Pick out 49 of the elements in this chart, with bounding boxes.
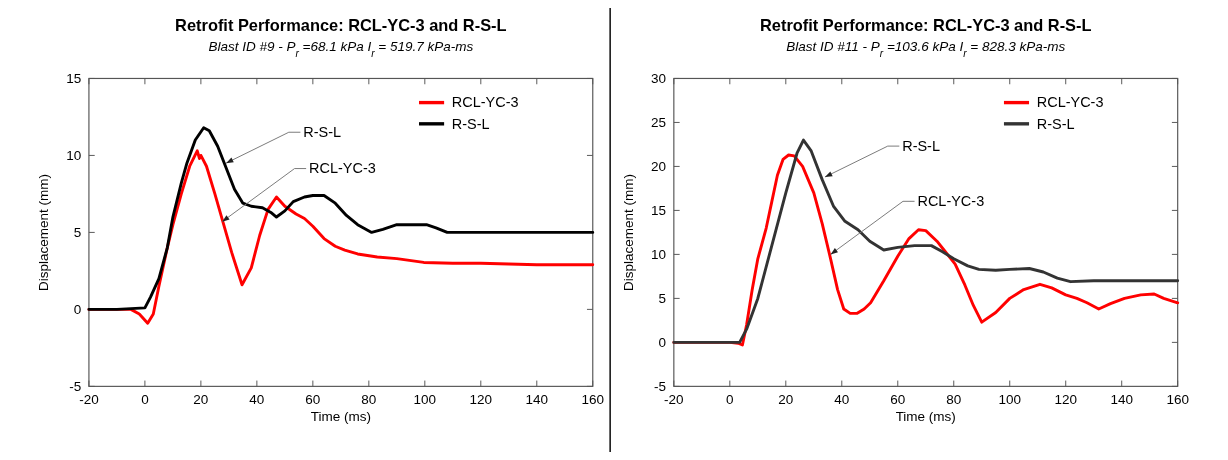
annotation: RCL-YC-3 <box>309 160 376 177</box>
y-tick-label: 5 <box>658 291 667 307</box>
x-tick-label: -20 <box>664 391 684 407</box>
x-tick-label: 60 <box>890 391 906 407</box>
x-tick-label: 160 <box>581 391 605 407</box>
annotation: R-S-L <box>303 124 342 141</box>
x-tick-label: 100 <box>413 391 437 407</box>
x-tick-label: -20 <box>79 391 99 407</box>
y-tick-label: -5 <box>654 379 667 395</box>
x-tick-label: 160 <box>1166 391 1189 407</box>
x-tick-label: 140 <box>1110 391 1133 407</box>
chart-subtitle: Blast ID #9 - P$_{r}$ =68.1 kPa I$_{r}$ = 519.7 kPa-ms <box>208 39 474 59</box>
x-axis-title: Time (ms) <box>895 409 956 425</box>
y-tick-label: 5 <box>73 225 82 241</box>
x-tick-label: 100 <box>998 391 1021 407</box>
annotation: RCL-YC-3 <box>917 193 985 210</box>
chart-title: Retrofit Performance: RCL-YC-3 and R-S-L <box>760 16 1092 35</box>
annotation: R-S-L <box>902 137 941 154</box>
y-tick-label: 10 <box>651 247 667 263</box>
x-tick-label: 40 <box>249 391 265 407</box>
legend-label: RCL-YC-3 <box>451 94 519 111</box>
x-tick-label: 140 <box>525 391 549 407</box>
x-tick-label: 0 <box>726 391 734 407</box>
y-axis-title: Displacement (mm) <box>621 173 637 291</box>
chart-title: Retrofit Performance: RCL-YC-3 and R-S-L <box>175 16 507 35</box>
y-tick-label: 15 <box>66 71 82 87</box>
x-tick-label: 40 <box>834 391 850 407</box>
y-axis-title: Displacement (mm) <box>36 173 52 291</box>
chart-subtitle: Blast ID #11 - P$_{r}$ =103.6 kPa I$_{r}$ = 828.3 kPa-ms <box>786 39 1066 59</box>
legend-label: R-S-L <box>451 115 490 132</box>
y-tick-label: -5 <box>69 379 82 395</box>
y-tick-label: 10 <box>66 148 82 164</box>
x-tick-label: 120 <box>469 391 493 407</box>
y-tick-label: 30 <box>651 71 667 87</box>
y-tick-label: 0 <box>73 302 82 318</box>
x-tick-label: 120 <box>1054 391 1077 407</box>
y-tick-label: 0 <box>658 335 667 351</box>
x-tick-label: 20 <box>193 391 209 407</box>
x-tick-label: 60 <box>305 391 321 407</box>
x-tick-label: 80 <box>946 391 962 407</box>
legend-label: R-S-L <box>1036 115 1075 132</box>
x-axis-title: Time (ms) <box>310 409 371 425</box>
legend-label: RCL-YC-3 <box>1036 94 1104 111</box>
x-tick-label: 20 <box>778 391 794 407</box>
x-tick-label: 0 <box>141 391 149 407</box>
y-tick-label: 15 <box>651 203 667 219</box>
y-tick-label: 20 <box>651 159 667 175</box>
y-tick-label: 25 <box>651 115 667 131</box>
x-tick-label: 80 <box>361 391 377 407</box>
